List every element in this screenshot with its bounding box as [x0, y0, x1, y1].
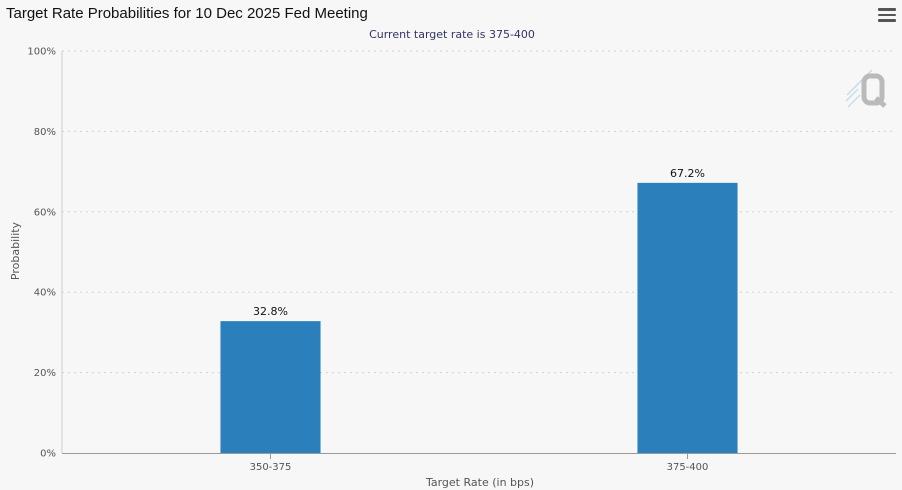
bar-350-375[interactable]: [220, 321, 321, 453]
y-tick-label: 20%: [34, 368, 56, 379]
y-axis-ticks: 0% 20% 40% 60% 80% 100%: [27, 47, 56, 460]
y-axis-title: Probability: [9, 221, 22, 280]
y-tick-label: 100%: [27, 47, 56, 58]
y-tick-label: 0%: [40, 449, 56, 460]
hamburger-menu-icon[interactable]: [878, 8, 896, 24]
y-tick-label: 60%: [34, 207, 56, 218]
y-tick-label: 40%: [34, 288, 56, 299]
data-label: 67.2%: [670, 167, 705, 180]
x-tick-label: 350-375: [250, 462, 292, 473]
chart-subtitle: Current target rate is 375-400: [369, 28, 535, 41]
data-label: 32.8%: [253, 305, 288, 318]
gridlines: [62, 50, 896, 374]
chart-title: Target Rate Probabilities for 10 Dec 202…: [6, 5, 368, 22]
bar-375-400[interactable]: [637, 182, 738, 453]
x-axis-title: Target Rate (in bps): [425, 476, 534, 489]
y-tick-label: 80%: [34, 127, 56, 138]
bar-series: [220, 182, 738, 453]
q-logo-icon: [845, 69, 887, 108]
x-axis-ticks: 350-375 375-400: [250, 453, 709, 473]
data-labels: 32.8% 67.2%: [253, 167, 705, 318]
x-tick-label: 375-400: [667, 462, 709, 473]
